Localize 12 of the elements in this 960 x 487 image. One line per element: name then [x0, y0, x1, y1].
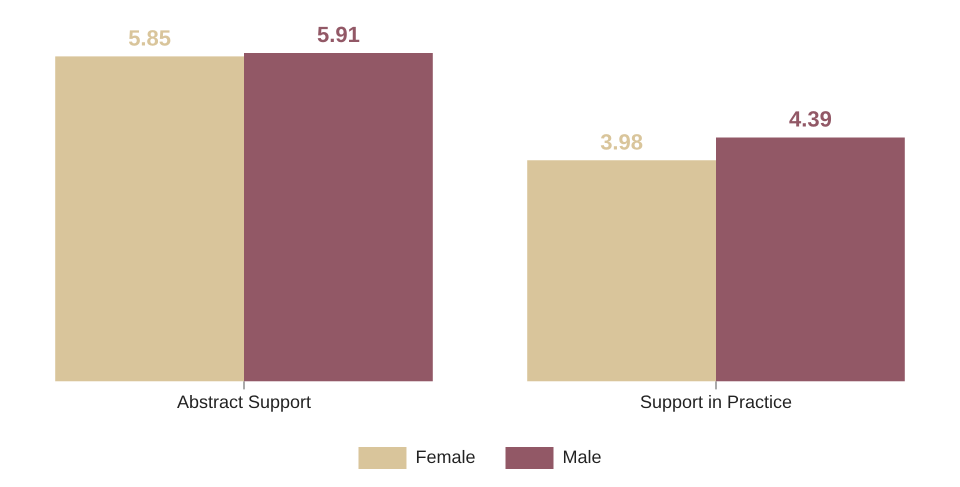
data-label: 3.98 — [600, 129, 644, 154]
data-label: 4.39 — [788, 106, 832, 132]
x-tick-label: Abstract Support — [176, 392, 312, 412]
bar — [55, 56, 244, 382]
x-tick-label: Support in Practice — [640, 392, 792, 412]
bar — [716, 137, 905, 382]
data-label: 5.85 — [128, 25, 172, 50]
bar — [527, 160, 716, 382]
bar — [244, 53, 433, 382]
legend-label: Female — [415, 446, 476, 467]
legend-label: Male — [562, 446, 602, 467]
data-label: 5.91 — [316, 22, 360, 48]
